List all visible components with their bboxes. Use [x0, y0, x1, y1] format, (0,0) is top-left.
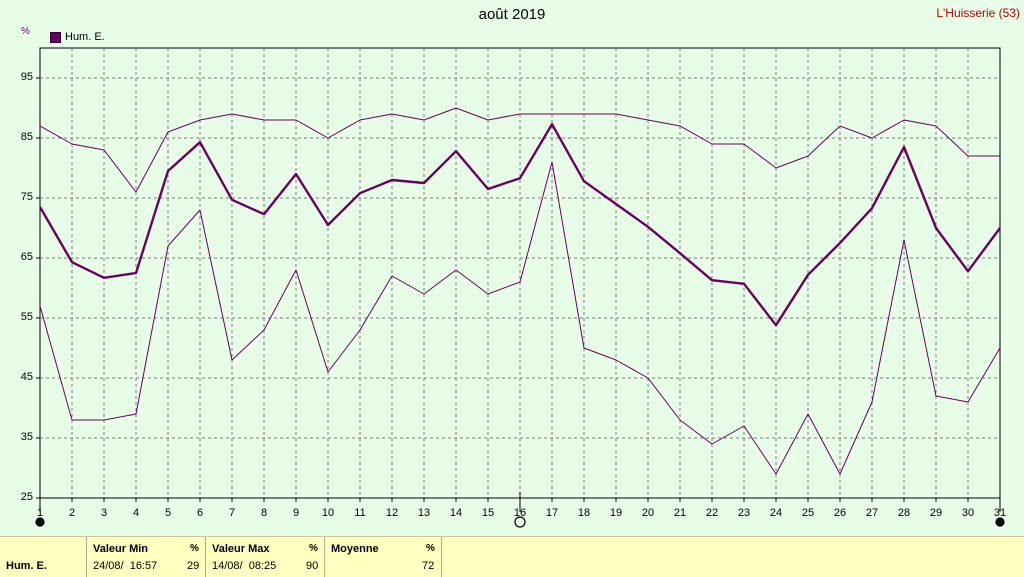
x-tick-label: 16	[513, 507, 527, 519]
x-tick-label: 25	[801, 507, 815, 519]
footer-mean-value: 72	[422, 560, 435, 572]
x-tick-label: 12	[385, 507, 399, 519]
x-tick-label: 27	[865, 507, 879, 519]
x-tick-label: 6	[196, 507, 204, 519]
humidity-chart	[35, 47, 1005, 528]
footer-label-cell: Hum. E.	[0, 537, 87, 577]
y-tick-label: 25	[20, 491, 33, 503]
y-tick-label: 45	[20, 371, 33, 383]
x-tick-label: 1	[36, 507, 44, 519]
series-line-max	[39, 107, 1000, 193]
x-tick-label: 31	[993, 507, 1007, 519]
x-tick-label: 22	[705, 507, 719, 519]
x-tick-label: 13	[417, 507, 431, 519]
footer-min-unit: %	[190, 543, 199, 554]
footer-mean-cell: Moyenne % 72	[325, 537, 442, 577]
x-tick-label: 29	[929, 507, 943, 519]
y-tick-label: 35	[20, 431, 33, 443]
station-name: L'Huisserie (53)	[936, 6, 1020, 20]
y-tick-label: 95	[20, 71, 33, 83]
series-line-mean	[38, 122, 1001, 327]
series-line-min	[39, 161, 1001, 475]
footer-min-when: 24/08/ 16:57	[93, 560, 158, 572]
summary-footer: Hum. E. Valeur Min % 24/08/ 16:57 29 Val…	[0, 536, 1024, 577]
new-moon-icon	[35, 517, 45, 527]
footer-max-value: 90	[306, 560, 319, 572]
full-moon-icon	[514, 516, 526, 528]
x-tick-label: 9	[292, 507, 300, 519]
footer-min-cell: Valeur Min % 24/08/ 16:57 29	[87, 537, 206, 577]
y-tick-label: 55	[20, 311, 33, 323]
x-tick-label: 17	[545, 507, 559, 519]
footer-min-label: Valeur Min	[93, 543, 149, 555]
chart-title: août 2019	[478, 6, 546, 23]
footer-mean-label: Moyenne	[331, 543, 379, 555]
x-tick-label: 26	[833, 507, 847, 519]
footer-row-label: Hum. E.	[6, 560, 47, 572]
x-tick-label: 3	[100, 507, 108, 519]
x-tick-label: 7	[228, 507, 236, 519]
x-tick-label: 18	[577, 507, 591, 519]
y-tick-label: 65	[20, 251, 33, 263]
legend-swatch	[50, 31, 61, 43]
y-tick-label: 75	[20, 191, 33, 203]
footer-mean-unit: %	[426, 543, 435, 554]
new-moon-icon	[995, 517, 1005, 527]
footer-max-label: Valeur Max	[212, 543, 270, 555]
legend: Hum. E.	[50, 31, 105, 43]
x-tick-label: 4	[132, 507, 140, 519]
footer-min-value: 29	[187, 560, 200, 572]
x-tick-label: 23	[737, 507, 751, 519]
x-tick-label: 20	[641, 507, 655, 519]
x-tick-label: 21	[673, 507, 687, 519]
x-tick-label: 8	[260, 507, 268, 519]
footer-max-when: 14/08/ 08:25	[212, 560, 277, 572]
x-tick-label: 24	[769, 507, 783, 519]
x-tick-label: 15	[481, 507, 495, 519]
x-tick-label: 5	[164, 507, 172, 519]
footer-max-cell: Valeur Max % 14/08/ 08:25 90	[206, 537, 325, 577]
x-tick-label: 2	[68, 507, 76, 519]
legend-label: Hum. E.	[65, 31, 105, 43]
x-tick-label: 28	[897, 507, 911, 519]
x-tick-label: 30	[961, 507, 975, 519]
footer-max-unit: %	[309, 543, 318, 554]
x-tick-label: 19	[609, 507, 623, 519]
x-tick-label: 10	[321, 507, 335, 519]
x-tick-label: 14	[449, 507, 463, 519]
y-axis-unit: %	[21, 26, 30, 37]
x-tick-label: 11	[354, 507, 366, 519]
y-tick-label: 85	[20, 131, 33, 143]
